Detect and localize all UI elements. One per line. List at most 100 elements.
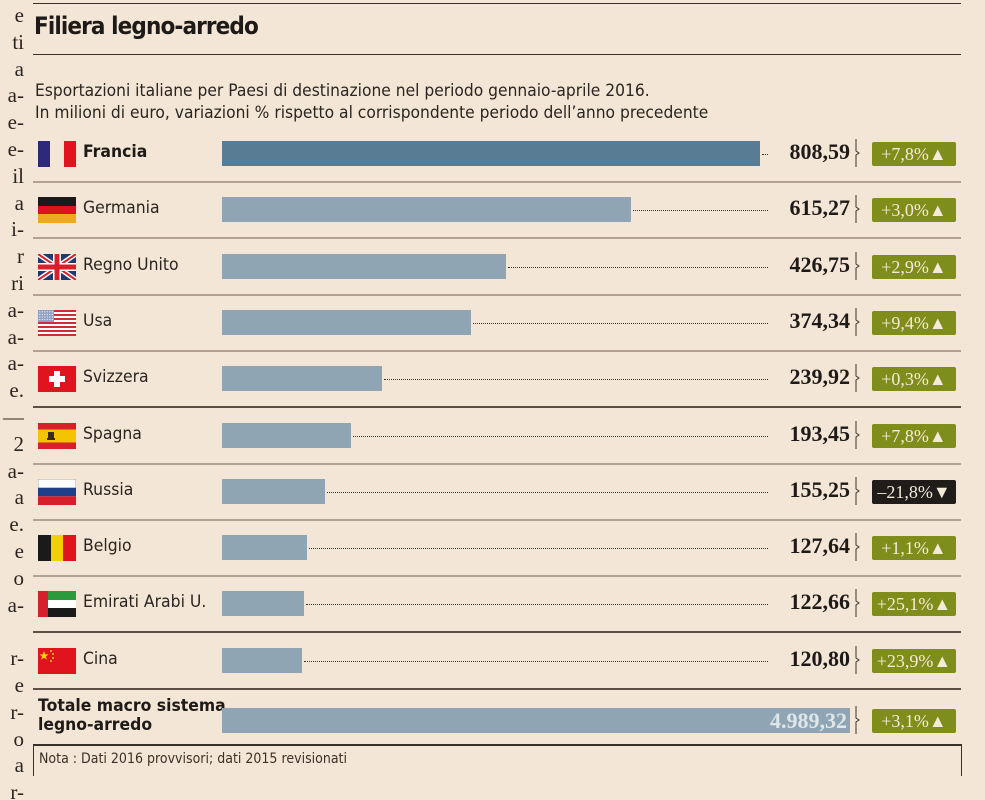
brace-icon bbox=[855, 251, 861, 280]
article-text-fragment: e. bbox=[9, 512, 24, 537]
title-rule bbox=[33, 54, 961, 55]
note-box: Nota : Dati 2016 provvisori; dati 2015 r… bbox=[33, 744, 962, 776]
footnote: Nota : Dati 2016 provvisori; dati 2015 r… bbox=[39, 751, 347, 767]
article-text-fragment: a- bbox=[7, 83, 24, 108]
row-divider bbox=[33, 349, 961, 352]
bar bbox=[222, 535, 307, 561]
change-badge: +0,3%▲ bbox=[872, 367, 956, 392]
bar bbox=[222, 647, 303, 673]
article-text-fragment: e bbox=[14, 3, 24, 27]
germany-flag-icon bbox=[38, 197, 76, 224]
total-value-label: 4.989,32 bbox=[770, 708, 847, 733]
switzerland-flag-icon bbox=[38, 366, 76, 393]
bar bbox=[222, 366, 382, 392]
category-label: Emirati Arabi U. bbox=[83, 592, 207, 613]
row-divider bbox=[33, 406, 961, 409]
article-text-fragment: e bbox=[14, 538, 24, 563]
row-divider bbox=[33, 687, 961, 690]
row-divider bbox=[33, 518, 961, 521]
row-divider bbox=[33, 293, 961, 296]
brace-icon bbox=[855, 645, 861, 674]
bar bbox=[222, 197, 632, 223]
chart-row: Belgio 127,64 +1,1%▲ bbox=[0, 521, 985, 578]
chart-row: Germania 615,27 +3,0%▲ bbox=[0, 183, 985, 240]
article-text-fragment: r- bbox=[10, 780, 24, 800]
article-text-fragment: a- bbox=[7, 297, 24, 322]
value-label: 615,27 bbox=[789, 195, 851, 221]
category-label: Belgio bbox=[83, 536, 132, 557]
dotted-leader bbox=[762, 154, 768, 155]
brace-icon bbox=[855, 139, 861, 167]
chart-row: Emirati Arabi U. 122,66 +25,1%▲ bbox=[0, 577, 985, 634]
value-label: 122,66 bbox=[789, 589, 851, 615]
article-text-fragment: ti bbox=[12, 29, 24, 54]
change-badge: +25,1%▲ bbox=[872, 592, 956, 617]
row-divider bbox=[33, 631, 961, 634]
article-text-fragment: i- bbox=[11, 217, 24, 242]
row-divider bbox=[33, 462, 961, 465]
uae-flag-icon bbox=[38, 591, 76, 618]
total-row: Totale macro sistema legno-arredo 4.989,32… bbox=[0, 690, 985, 746]
change-badge: +1,1%▲ bbox=[872, 536, 956, 561]
category-label: Germania bbox=[83, 198, 160, 219]
dotted-leader bbox=[305, 604, 768, 606]
article-text-fragment: 2 bbox=[13, 431, 25, 456]
brace-icon bbox=[855, 420, 861, 449]
value-label: 808,59 bbox=[789, 139, 851, 164]
chart-subtitle: Esportazioni italiane per Paesi di desti… bbox=[35, 80, 708, 124]
article-text-fragment: ri bbox=[11, 270, 24, 295]
dotted-leader bbox=[383, 379, 768, 381]
article-text-fragment: a bbox=[14, 190, 24, 215]
value-label: 127,64 bbox=[789, 533, 851, 559]
article-text-fragment: e bbox=[14, 672, 24, 697]
bar bbox=[222, 141, 760, 166]
dotted-leader bbox=[327, 491, 768, 493]
category-label: Regno Unito bbox=[83, 254, 179, 275]
total-label: Totale macro sistema legno-arredo bbox=[38, 697, 226, 735]
value-label: 193,45 bbox=[789, 420, 851, 446]
bar bbox=[222, 478, 326, 504]
change-badge: +9,4%▲ bbox=[872, 310, 956, 335]
bar bbox=[222, 253, 506, 279]
uk-flag-icon bbox=[38, 253, 76, 280]
brace-icon bbox=[855, 706, 861, 734]
dotted-leader bbox=[633, 210, 768, 212]
bar bbox=[222, 309, 472, 335]
brace-icon bbox=[855, 589, 861, 618]
chart-row: Russia 155,25 –21,8%▼ bbox=[0, 465, 985, 521]
category-label: Russia bbox=[83, 479, 134, 500]
change-badge: +7,8%▲ bbox=[872, 423, 956, 448]
brace-icon bbox=[855, 195, 861, 224]
chart-row: Spagna 193,45 +7,8%▲ bbox=[0, 409, 985, 465]
belgium-flag-icon bbox=[38, 535, 76, 562]
chart-row: Svizzera 239,92 +0,3%▲ bbox=[0, 352, 985, 409]
category-label: Usa bbox=[83, 310, 113, 331]
subtitle-line-1: Esportazioni italiane per Paesi di desti… bbox=[35, 81, 650, 100]
value-label: 120,80 bbox=[789, 645, 851, 671]
change-badge: +7,8%▲ bbox=[872, 142, 956, 166]
russia-flag-icon bbox=[38, 478, 76, 505]
article-text-fragment: a- bbox=[7, 592, 24, 617]
article-text-fragment: a- bbox=[7, 458, 24, 483]
subtitle-line-2: In milioni di euro, variazioni % rispett… bbox=[35, 103, 709, 122]
china-flag-icon bbox=[38, 647, 76, 674]
category-label: Svizzera bbox=[83, 367, 149, 388]
total-change-badge: +3,1%▲ bbox=[872, 709, 956, 733]
dotted-leader bbox=[308, 548, 768, 550]
change-badge: –21,8%▼ bbox=[872, 479, 956, 504]
chart-title: Filiera legno-arredo bbox=[34, 12, 259, 40]
spain-flag-icon bbox=[38, 422, 76, 449]
brace-icon bbox=[855, 307, 861, 336]
dotted-leader bbox=[473, 322, 768, 324]
article-text-fragment: a- bbox=[7, 324, 24, 349]
bar bbox=[222, 422, 351, 448]
value-label: 374,34 bbox=[789, 307, 851, 333]
change-badge: +3,0%▲ bbox=[872, 198, 956, 223]
article-text-fragment: il bbox=[12, 163, 24, 188]
category-label: Francia bbox=[83, 142, 148, 162]
category-label: Spagna bbox=[83, 423, 142, 444]
article-text-fragment: o bbox=[13, 726, 25, 751]
article-text-fragment: o bbox=[13, 565, 25, 590]
chart-row: Regno Unito 426,75 +2,9%▲ bbox=[0, 240, 985, 296]
dotted-leader bbox=[352, 435, 768, 437]
